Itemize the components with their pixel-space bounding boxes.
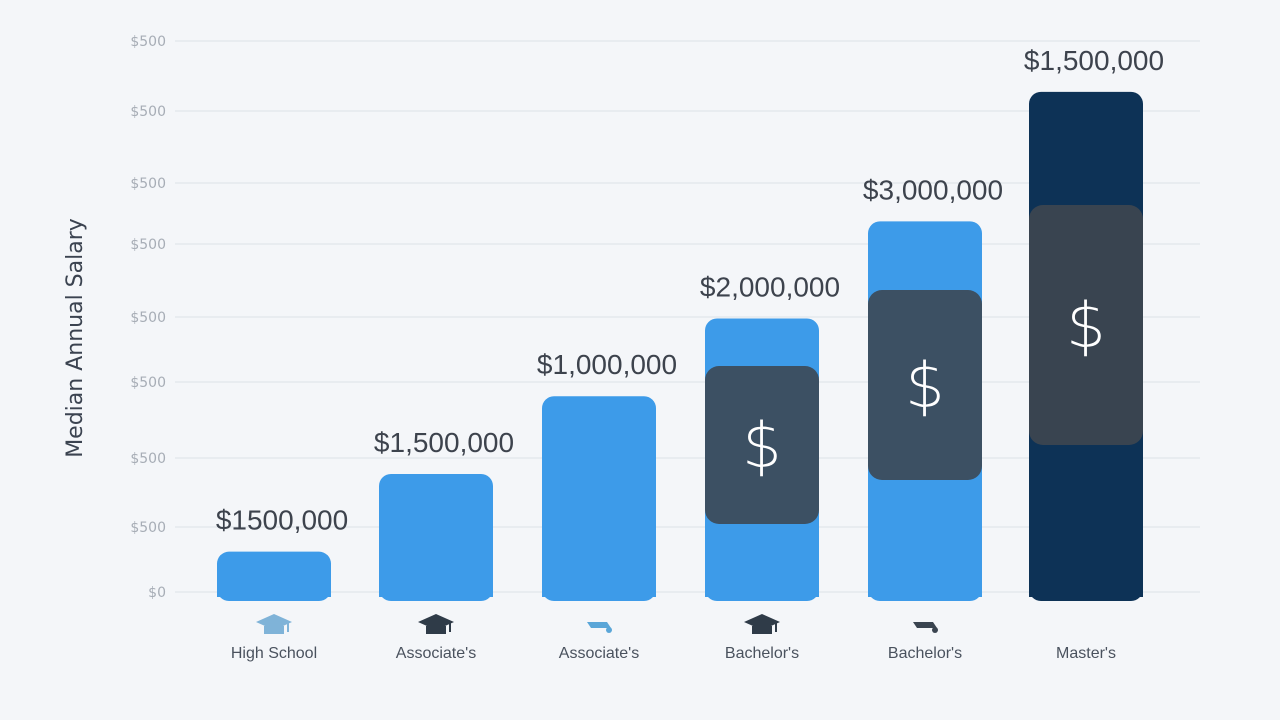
bars-layer: $ $ $ [217, 91, 1143, 602]
bar-base [542, 585, 656, 597]
graduation-cap-icon [744, 614, 780, 634]
x-tick-label: Associate's [396, 645, 476, 662]
x-tick-label: Master's [1056, 645, 1116, 662]
dollar-overlay: $ [1029, 205, 1143, 445]
y-tick-label: $500 [130, 375, 166, 391]
data-label: $1500,000 [216, 505, 348, 536]
bar-base [868, 585, 982, 597]
dollar-overlay: $ [868, 290, 982, 480]
diploma-icon [913, 622, 938, 633]
data-label: $3,000,000 [863, 174, 1003, 205]
y-axis-ticks: $0 $500 $500 $500 $500 $500 $500 $500 $500 [130, 34, 166, 601]
y-axis-label: Median Annual Salary [63, 218, 88, 458]
bar-base [1029, 585, 1143, 597]
y-tick-label: $0 [148, 585, 166, 601]
bar-base [705, 585, 819, 597]
dollar-overlay: $ [705, 366, 819, 524]
y-tick-label: $500 [130, 176, 166, 192]
bar-base [217, 585, 331, 597]
graduation-cap-icon [256, 614, 292, 634]
data-label: $1,000,000 [537, 349, 677, 380]
y-tick-label: $500 [130, 520, 166, 536]
y-tick-label: $500 [130, 237, 166, 253]
x-axis-labels: High School Associate's Associate's Bachelo… [231, 614, 1116, 662]
data-label: $2,000,000 [700, 272, 840, 303]
grid-layer [175, 40, 1200, 593]
dollar-icon: $ [905, 349, 944, 422]
x-tick-label: Associate's [559, 645, 639, 662]
dollar-icon: $ [1066, 289, 1105, 362]
diploma-icon [587, 622, 612, 633]
x-tick-label: Bachelor's [888, 645, 962, 662]
x-tick-label: Bachelor's [725, 645, 799, 662]
bar [542, 396, 656, 601]
data-label: $1,500,000 [374, 427, 514, 458]
x-tick-label: High School [231, 645, 317, 662]
y-tick-label: $500 [130, 104, 166, 120]
y-tick-label: $500 [130, 451, 166, 467]
bar [379, 473, 493, 601]
data-labels-layer: $1500,000 $1,500,000 $1,000,000 $2,000,000 $… [216, 45, 1164, 536]
graduation-cap-icon [418, 614, 454, 634]
data-label: $1,500,000 [1024, 45, 1164, 76]
y-tick-label: $500 [130, 34, 166, 50]
bar-base [379, 585, 493, 597]
dollar-icon: $ [742, 409, 781, 482]
y-tick-label: $500 [130, 310, 166, 326]
